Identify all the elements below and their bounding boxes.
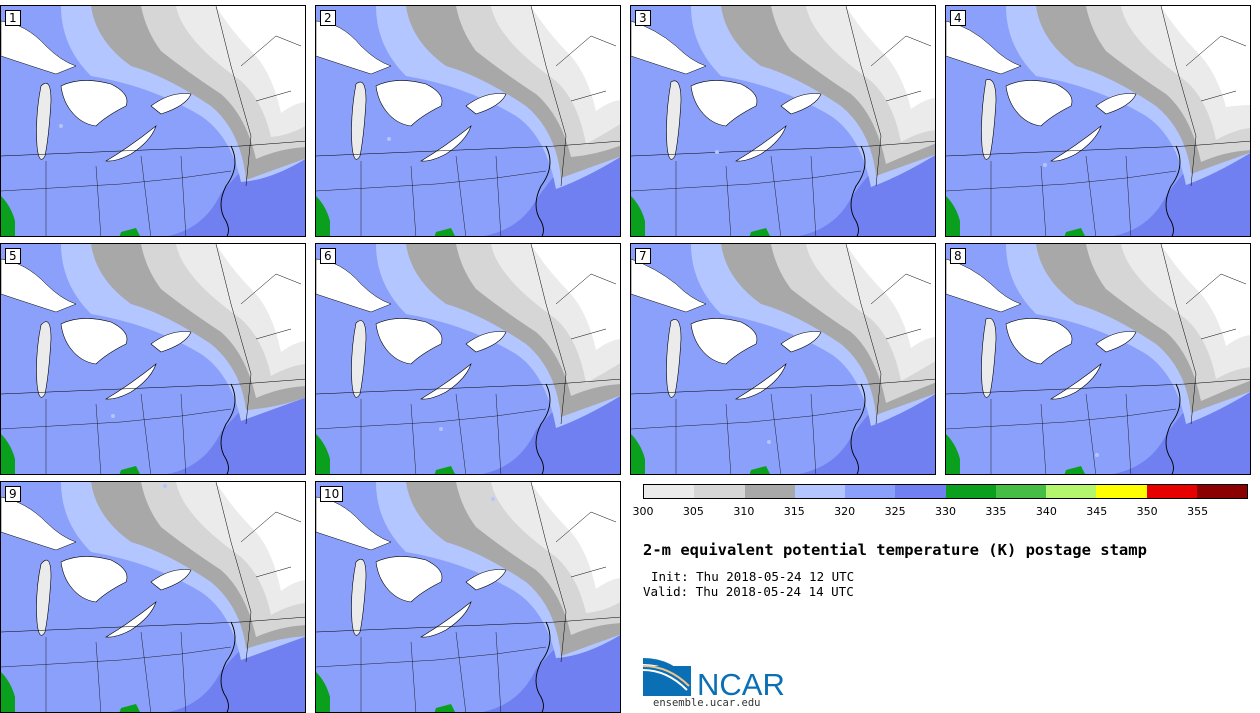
legend-swatch [1046,485,1097,498]
ncar-logo: NCAR [643,658,785,698]
panel-number: 10 [320,486,344,502]
legend-swatch [895,485,946,498]
map-panel: 10 [315,481,621,713]
panel-number: 8 [950,248,966,264]
legend-tick-label: 355 [1187,505,1209,518]
map-svg [1,482,305,712]
legend-swatch [995,485,1046,498]
legend-swatch [644,485,695,498]
legend-ticks: 300 305 310 315 320 325 330 335 340 345 350 355 [633,505,1248,519]
map-svg [946,6,1250,236]
map-svg [316,482,620,712]
legend-tick-label: 340 [1035,505,1057,518]
color-legend [643,484,1248,499]
legend-tick-label: 320 [834,505,856,518]
map-panel: 3 [630,5,936,237]
legend-tick-label: 310 [733,505,755,518]
legend-tick-label: 350 [1136,505,1158,518]
map-panel: 4 [945,5,1251,237]
map-svg [1,244,305,474]
legend-swatch [744,485,795,498]
legend-tick-label: 325 [884,505,906,518]
map-svg [316,244,620,474]
init-time: Init: Thu 2018-05-24 12 UTC [651,569,855,584]
logo-arc-2 [643,665,690,687]
map-panel: 1 [0,5,306,237]
logo-arc-1 [643,658,691,686]
plot-title: 2-m equivalent potential temperature (K)… [643,541,1147,559]
panel-number: 4 [950,10,966,26]
valid-time: Valid: Thu 2018-05-24 14 UTC [643,584,854,599]
panel-number: 5 [5,248,21,264]
panel-number: 7 [635,248,651,264]
legend-tick-label: 330 [935,505,956,518]
legend-swatch [694,485,745,498]
map-panel: 5 [0,243,306,475]
legend-tick-label: 315 [783,505,805,518]
map-svg [631,6,935,236]
legend-swatch [1146,485,1197,498]
panel-number: 6 [320,248,336,264]
legend-tick-label: 335 [985,505,1007,518]
map-panel: 9 [0,481,306,713]
panel-number: 9 [5,486,21,502]
panel-number: 3 [635,10,651,26]
logo-url: ensemble.ucar.edu [653,697,761,709]
map-svg [316,6,620,236]
map-svg [631,244,935,474]
legend-tick-label: 300 [632,505,654,518]
map-panel: 7 [630,243,936,475]
legend-swatch [1196,485,1247,498]
legend-tick-label: 345 [1086,505,1108,518]
panel-number: 2 [320,10,336,26]
map-svg [1,6,305,236]
legend-swatch [1096,485,1147,498]
legend-swatch [845,485,896,498]
map-panel: 2 [315,5,621,237]
legend-swatch [794,485,845,498]
legend-tick-label: 305 [682,505,704,518]
legend-swatch [945,485,996,498]
map-panel: 8 [945,243,1251,475]
logo-arc-3 [643,669,688,691]
logo-text: NCAR [697,667,785,698]
map-panel: 6 [315,243,621,475]
panel-number: 1 [5,10,21,26]
map-svg [946,244,1250,474]
